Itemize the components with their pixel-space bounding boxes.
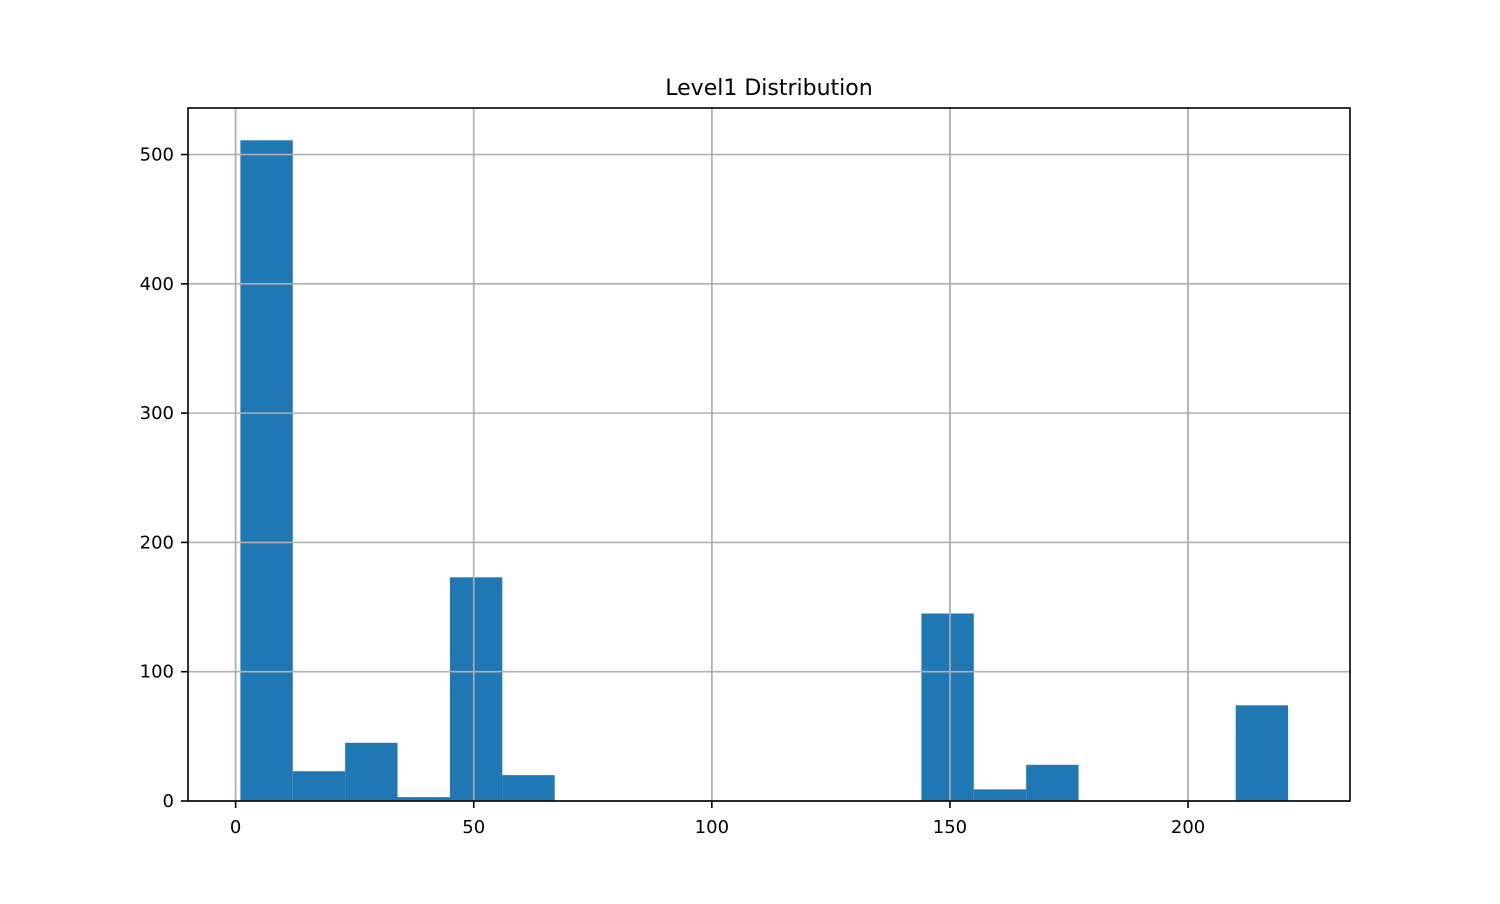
histogram-bar	[345, 742, 398, 801]
x-tick-label: 200	[1171, 817, 1205, 838]
grid-lines-overlay	[188, 108, 1350, 802]
y-tick-label: 500	[140, 145, 174, 166]
chart-title: Level1 Distribution	[665, 76, 872, 101]
histogram-bar	[397, 797, 450, 801]
x-tick-label: 100	[695, 817, 729, 838]
y-axis-ticks: 0 100 200 300 400 500	[140, 145, 188, 812]
histogram-bar	[502, 775, 555, 801]
histogram-bar	[1235, 705, 1289, 801]
x-tick-label: 50	[462, 817, 485, 838]
y-tick-label: 0	[163, 791, 174, 812]
histogram-bar	[921, 613, 974, 801]
y-tick-label: 200	[140, 532, 174, 553]
histogram-bar	[449, 577, 503, 801]
axes	[187, 107, 1351, 802]
y-tick-label: 400	[140, 274, 174, 295]
histogram-bars	[240, 140, 1289, 801]
x-tick-label: 0	[230, 817, 241, 838]
x-axis-ticks: 0 50 100 150 200	[230, 801, 1205, 838]
histogram-bar	[292, 771, 346, 801]
plot-frame	[187, 107, 1351, 802]
y-tick-label: 300	[140, 403, 174, 424]
histogram-bar	[1026, 764, 1079, 801]
y-tick-label: 100	[140, 662, 174, 683]
histogram-bar	[240, 140, 293, 801]
histogram-bar	[973, 789, 1027, 801]
x-tick-label: 150	[933, 817, 967, 838]
